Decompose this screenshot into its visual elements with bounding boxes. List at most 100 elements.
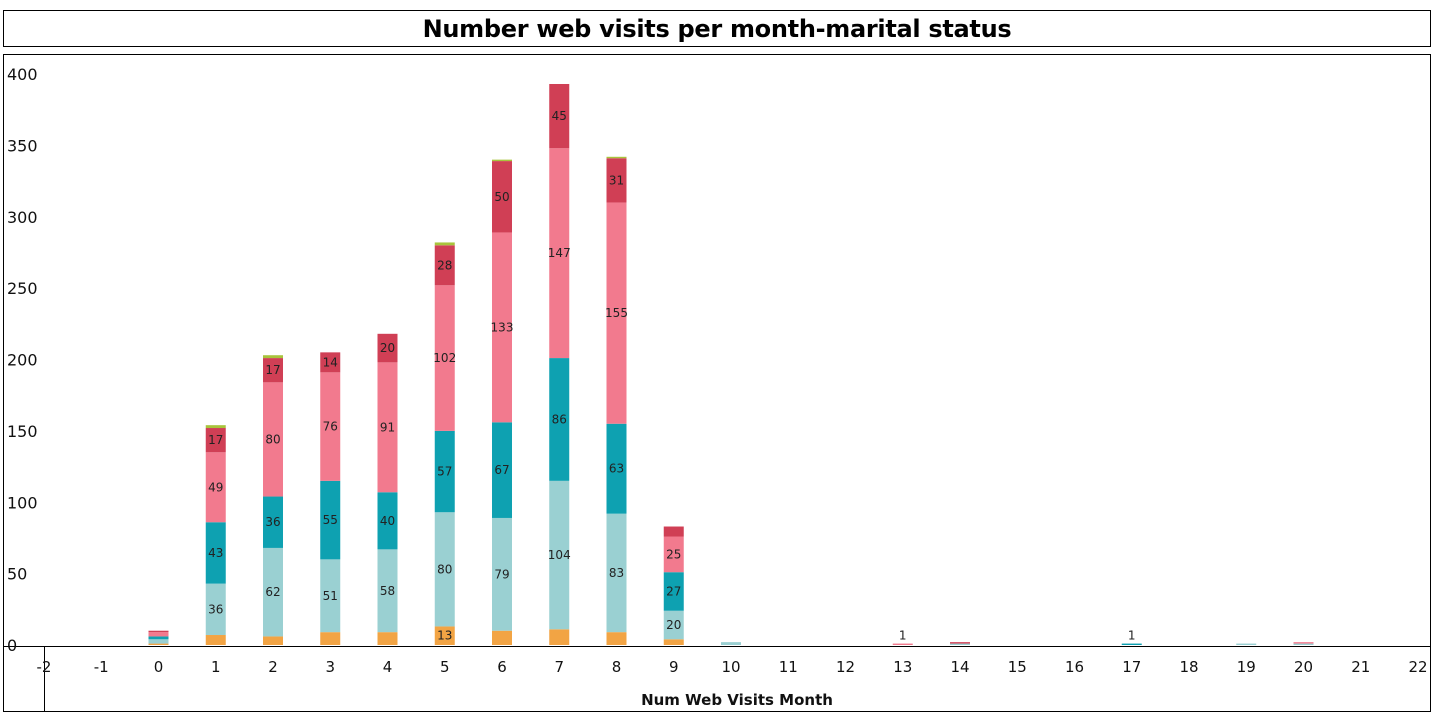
segment-label-group: 36 43 49 17 62 36 80 17 51 55 76 14 58 40 91 20 13 80 57 10… bbox=[208, 109, 1135, 643]
y-tick-label: 0 bbox=[7, 636, 17, 655]
y-tick-group: 0 50 100 150 200 250 300 350 400 bbox=[7, 65, 38, 655]
y-tick-label: 300 bbox=[7, 208, 38, 227]
data-label: 86 bbox=[552, 412, 567, 426]
data-label: 51 bbox=[323, 589, 338, 603]
bar-segment bbox=[148, 639, 169, 644]
bar-segment bbox=[1293, 643, 1314, 645]
data-label: 147 bbox=[548, 246, 571, 260]
data-label: 25 bbox=[666, 547, 681, 561]
bar-segment bbox=[663, 639, 684, 645]
bar-segment bbox=[892, 643, 913, 645]
data-label: 31 bbox=[609, 173, 624, 187]
chart-title-box: Number web visits per month-marital stat… bbox=[3, 10, 1431, 47]
data-label: 155 bbox=[605, 306, 628, 320]
bar-segment bbox=[492, 630, 512, 645]
y-tick-label: 100 bbox=[7, 493, 38, 512]
bar-segment bbox=[492, 232, 512, 423]
data-label: 58 bbox=[380, 584, 395, 598]
bar-segment bbox=[492, 517, 512, 631]
bar-segment bbox=[320, 372, 341, 481]
x-tick-label: 1 bbox=[211, 658, 221, 676]
x-tick-label: 4 bbox=[383, 658, 393, 676]
bar-segment bbox=[549, 148, 570, 359]
bar-segment bbox=[263, 636, 283, 645]
x-tick-label: 14 bbox=[950, 658, 969, 676]
x-tick-label: 7 bbox=[554, 658, 564, 676]
data-label: 67 bbox=[494, 463, 509, 477]
x-axis-label: Num Web Visits Month bbox=[641, 691, 833, 709]
x-tick-label: 20 bbox=[1294, 658, 1313, 676]
bar-segment bbox=[492, 159, 512, 162]
x-tick-label: 21 bbox=[1351, 658, 1370, 676]
data-label: 102 bbox=[433, 351, 456, 365]
x-tick-group: -2 -1 0 1 2 3 4 5 6 7 8 9 10 11 12 13 14 15 16 17 18 19 20 21 22 bbox=[37, 658, 1428, 676]
data-label: 57 bbox=[437, 465, 452, 479]
y-tick-label: 150 bbox=[7, 422, 38, 441]
bar-segment bbox=[205, 635, 226, 645]
bar-segment bbox=[263, 358, 283, 383]
bar-segment bbox=[377, 362, 398, 493]
data-label: 17 bbox=[208, 433, 223, 447]
data-label: 36 bbox=[265, 515, 280, 529]
y-tick-label: 200 bbox=[7, 351, 38, 370]
x-tick-label: 15 bbox=[1008, 658, 1027, 676]
bar-segment bbox=[663, 610, 684, 640]
data-label: 20 bbox=[666, 618, 681, 632]
bar-segment bbox=[492, 161, 512, 233]
data-label: 80 bbox=[437, 562, 452, 576]
data-label: 36 bbox=[208, 602, 223, 616]
bar-segment bbox=[663, 572, 684, 611]
bar-segment bbox=[549, 629, 570, 645]
bar-segment bbox=[148, 632, 169, 637]
bar-segment bbox=[434, 430, 455, 513]
bar-segment bbox=[148, 643, 169, 645]
bar-segment bbox=[1236, 643, 1257, 645]
bar-segment bbox=[434, 242, 455, 246]
bar-segment bbox=[320, 352, 341, 373]
data-label: 50 bbox=[494, 190, 509, 204]
bar-segment bbox=[148, 630, 169, 633]
data-label: 17 bbox=[265, 363, 280, 377]
x-tick-label: 0 bbox=[154, 658, 164, 676]
bar-segment bbox=[606, 423, 627, 514]
y-tick-label: 350 bbox=[7, 136, 38, 155]
x-tick-label: 17 bbox=[1122, 658, 1141, 676]
bar-segment bbox=[205, 583, 226, 636]
x-tick-label: 18 bbox=[1179, 658, 1198, 676]
y-tick-label: 400 bbox=[7, 65, 38, 84]
bar-segment bbox=[377, 549, 398, 633]
data-label: 80 bbox=[265, 432, 280, 446]
data-label: 1 bbox=[1128, 629, 1136, 643]
data-label: 28 bbox=[437, 258, 452, 272]
x-tick-label: -2 bbox=[37, 658, 52, 676]
bar-segment bbox=[434, 245, 455, 286]
bar-segment bbox=[606, 158, 627, 203]
data-label: 1 bbox=[899, 629, 907, 643]
y-tick-label: 250 bbox=[7, 279, 38, 298]
bar-segment bbox=[549, 358, 570, 481]
bar-segment bbox=[434, 285, 455, 431]
bar-segment bbox=[606, 632, 627, 645]
bar-segment bbox=[320, 632, 341, 645]
bar-segment bbox=[320, 480, 341, 560]
bar-segment bbox=[721, 642, 741, 645]
x-tick-label: 16 bbox=[1065, 658, 1084, 676]
bar-segment bbox=[263, 355, 283, 359]
y-tick-label: 50 bbox=[7, 565, 27, 584]
x-tick-label: -1 bbox=[94, 658, 109, 676]
x-tick-label: 22 bbox=[1408, 658, 1427, 676]
chart-title: Number web visits per month-marital stat… bbox=[422, 15, 1012, 43]
bar-segment bbox=[205, 522, 226, 584]
data-label: 76 bbox=[323, 420, 338, 434]
bar-segment bbox=[434, 512, 455, 627]
x-tick-label: 5 bbox=[440, 658, 450, 676]
data-label: 20 bbox=[380, 341, 395, 355]
bar-segment bbox=[549, 480, 570, 630]
data-label: 79 bbox=[494, 567, 509, 581]
bar-segment bbox=[1121, 643, 1142, 645]
data-label: 40 bbox=[380, 514, 395, 528]
bar-segment bbox=[606, 156, 627, 159]
data-label: 55 bbox=[323, 513, 338, 527]
